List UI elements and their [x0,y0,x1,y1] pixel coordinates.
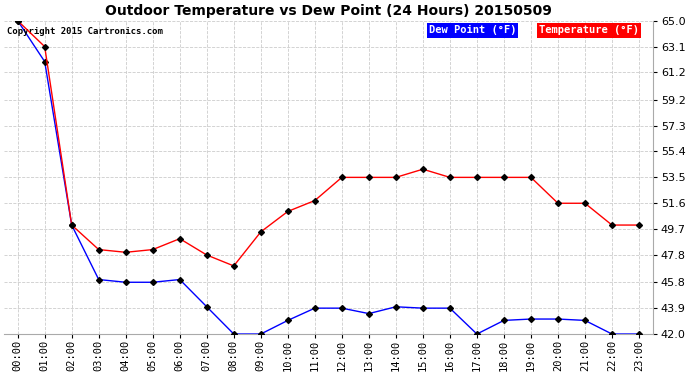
Text: Copyright 2015 Cartronics.com: Copyright 2015 Cartronics.com [8,27,164,36]
Text: Temperature (°F): Temperature (°F) [539,26,639,35]
Title: Outdoor Temperature vs Dew Point (24 Hours) 20150509: Outdoor Temperature vs Dew Point (24 Hou… [105,4,552,18]
Text: Dew Point (°F): Dew Point (°F) [428,26,516,36]
